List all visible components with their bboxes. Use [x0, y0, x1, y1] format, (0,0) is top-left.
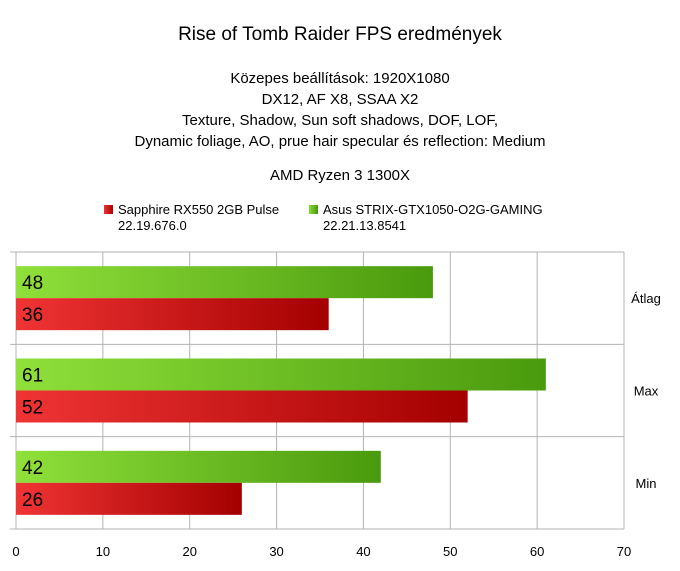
category-label: Min — [636, 476, 657, 491]
x-tick-label: 70 — [617, 544, 631, 559]
legend-label: Sapphire RX550 2GB Pulse — [118, 202, 280, 217]
data-label: 52 — [22, 398, 43, 419]
legend-item-green: Asus STRIX-GTX1050-O2G-GAMING 22.21.13.8… — [309, 202, 543, 234]
x-tick-label: 50 — [443, 544, 457, 559]
bar — [16, 358, 546, 391]
chart-subtitle: Közepes beállítások: 1920X1080 DX12, AF … — [0, 68, 680, 186]
data-label: 26 — [22, 490, 43, 511]
subtitle-line: Közepes beállítások: 1920X1080 — [230, 70, 450, 87]
legend-label-line2: 22.21.13.8541 — [323, 218, 407, 233]
category-label: Átlag — [631, 291, 661, 306]
cpu-line: AMD Ryzen 3 1300X — [269, 167, 411, 184]
data-label: 42 — [22, 458, 43, 479]
x-tick-label: 20 — [182, 544, 196, 559]
legend-swatch-green — [309, 205, 318, 214]
x-tick-label: 10 — [96, 544, 110, 559]
category-label: Max — [634, 384, 659, 399]
x-tick-label: 40 — [356, 544, 370, 559]
bar — [16, 266, 433, 299]
x-tick-label: 60 — [530, 544, 544, 559]
bar — [16, 450, 381, 483]
bar — [16, 298, 329, 331]
bar — [16, 482, 242, 515]
legend-swatch-red — [104, 205, 113, 214]
subtitle-line: Dynamic foliage, AO, prue hair specular … — [134, 133, 546, 150]
legend-label-line2: 22.19.676.0 — [118, 218, 187, 233]
bar — [16, 390, 468, 423]
legend-item-red: Sapphire RX550 2GB Pulse 22.19.676.0 — [104, 202, 279, 234]
legend-label: Asus STRIX-GTX1050-O2G-GAMING — [323, 202, 543, 217]
data-label: 36 — [22, 305, 43, 326]
data-label: 48 — [22, 273, 43, 294]
subtitle-line: DX12, AF X8, SSAA X2 — [261, 91, 419, 108]
x-tick-label: 0 — [12, 544, 19, 559]
data-label: 61 — [22, 366, 43, 387]
chart-title: Rise of Tomb Raider FPS eredmények — [178, 24, 502, 45]
subtitle-line: Texture, Shadow, Sun soft shadows, DOF, … — [182, 112, 498, 129]
x-tick-label: 30 — [269, 544, 283, 559]
